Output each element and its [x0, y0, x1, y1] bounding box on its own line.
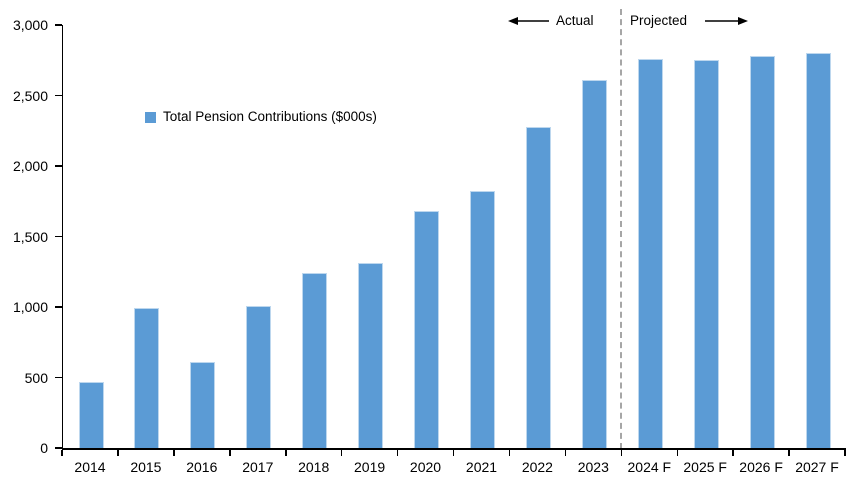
right-arrow-icon: [705, 17, 748, 25]
y-axis-tick-label: 3,000: [12, 17, 48, 33]
bar-2023: [581, 80, 607, 448]
x-axis-tick-mark: [117, 450, 119, 456]
x-axis-tick-mark: [788, 450, 790, 456]
x-axis-tick-mark: [452, 450, 455, 456]
y-axis-tick-mark: [55, 94, 62, 97]
bar-2019: [358, 263, 384, 448]
y-axis-tick-mark: [55, 235, 62, 238]
actual-phase-label: Actual: [556, 13, 594, 28]
x-axis-tick-label: 2020: [409, 459, 442, 475]
x-axis-tick-label: 2017: [242, 459, 274, 475]
bar-2027-f: [805, 53, 831, 448]
x-axis-tick-label: 2015: [130, 459, 162, 475]
legend: Total Pension Contributions ($000s): [145, 109, 377, 125]
x-axis-tick-mark: [732, 450, 734, 456]
x-axis-tick-mark: [396, 450, 399, 456]
plot-area: [62, 25, 846, 450]
y-axis-tick-mark: [55, 24, 62, 26]
bar-2016: [190, 362, 216, 448]
left-arrow-icon: [508, 17, 549, 25]
x-axis-tick-label: 2014: [74, 459, 106, 475]
y-axis-tick-mark: [55, 376, 62, 379]
y-axis-tick-label: 500: [24, 369, 48, 386]
projected-phase-label: Projected: [630, 13, 688, 28]
x-axis-tick-label: 2021: [465, 459, 498, 475]
x-axis-tick-label: 2023: [577, 459, 609, 475]
x-axis-tick-label: 2019: [354, 459, 386, 475]
y-axis-tick-mark: [55, 165, 62, 167]
x-axis-tick-mark: [340, 450, 343, 456]
bar-2015: [134, 308, 160, 448]
y-axis-tick-mark: [55, 306, 62, 308]
x-axis-tick-mark: [844, 450, 846, 456]
x-axis-tick-mark: [285, 450, 287, 456]
bar-2026-f: [749, 56, 775, 448]
x-axis-tick-mark: [676, 450, 678, 456]
x-axis-tick-label: 2026 F: [739, 459, 783, 475]
x-axis-tick-label: 2018: [298, 459, 330, 475]
bar-2018: [302, 273, 328, 448]
bar-2022: [525, 126, 551, 448]
x-axis-tick-mark: [229, 450, 231, 456]
x-axis-tick-label: 2025 F: [683, 459, 727, 475]
bar-2024-f: [637, 58, 663, 448]
x-axis-tick-mark: [508, 450, 511, 456]
bar-2020: [414, 211, 439, 448]
y-axis-tick-label: 1,000: [12, 299, 48, 315]
y-axis-tick-label: 0: [40, 440, 48, 456]
legend-series-label: Total Pension Contributions ($000s): [163, 109, 377, 124]
legend-square-marker-icon: [145, 111, 156, 123]
bar-2025-f: [693, 60, 719, 448]
y-axis-tick-label: 1,500: [12, 228, 48, 245]
y-axis-tick-label: 2,500: [12, 87, 48, 104]
bar-2017: [246, 305, 272, 448]
x-axis-tick-mark: [173, 450, 175, 456]
x-axis-tick-mark: [61, 450, 63, 456]
actual-projected-divider-line: [620, 9, 623, 449]
x-axis-tick-mark: [620, 450, 622, 456]
bar-2021: [470, 191, 495, 448]
x-axis-tick-label: 2016: [186, 459, 218, 475]
x-axis-tick-label: 2027 F: [795, 459, 839, 475]
bar-2014: [78, 381, 104, 448]
y-axis-tick-label: 2,000: [12, 158, 48, 174]
y-axis-tick-mark: [55, 447, 62, 449]
x-axis-tick-label: 2024 F: [627, 459, 672, 475]
x-axis-tick-label: 2022: [521, 459, 553, 475]
x-axis-tick-mark: [564, 450, 567, 456]
